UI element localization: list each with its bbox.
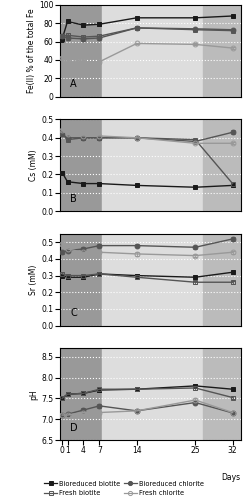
Y-axis label: Cs (mM): Cs (mM) <box>29 150 38 181</box>
Bar <box>203 120 241 211</box>
Y-axis label: Sr (mM): Sr (mM) <box>29 264 38 295</box>
Bar <box>102 234 203 326</box>
Bar <box>60 348 102 440</box>
Bar <box>203 234 241 326</box>
Bar <box>102 5 203 96</box>
Bar <box>102 348 203 440</box>
Bar <box>60 120 102 211</box>
Text: Days: Days <box>221 473 241 482</box>
Bar <box>60 5 102 96</box>
Text: C: C <box>70 308 77 318</box>
Text: B: B <box>70 194 77 203</box>
Bar <box>203 348 241 440</box>
Bar <box>203 5 241 96</box>
Bar <box>60 234 102 326</box>
Legend: Bioreduced biotite, Fresh biotite, Bioreduced chlorite, Fresh chlorite: Bioreduced biotite, Fresh biotite, Biore… <box>43 480 205 496</box>
Y-axis label: Fe(II) % of the total Fe: Fe(II) % of the total Fe <box>27 8 36 93</box>
Bar <box>102 120 203 211</box>
Text: A: A <box>70 80 77 90</box>
Y-axis label: pH: pH <box>29 389 38 400</box>
Text: D: D <box>70 422 78 432</box>
